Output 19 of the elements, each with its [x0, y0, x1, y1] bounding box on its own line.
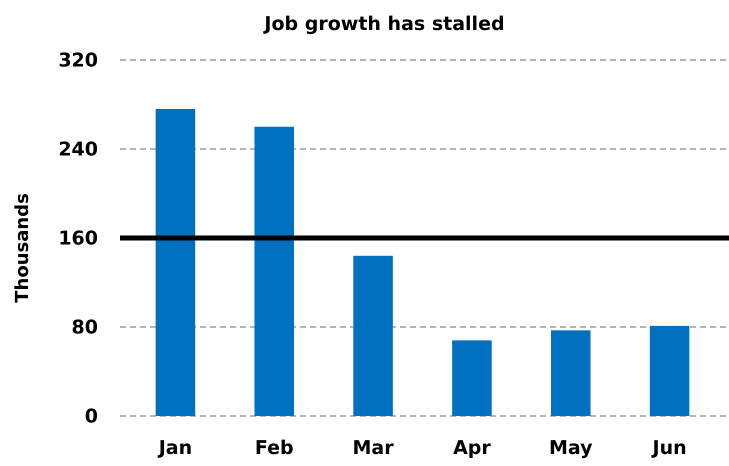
y-axis-title: Thousands: [12, 193, 33, 303]
y-tick-label: 320: [58, 50, 98, 72]
bar: [550, 330, 591, 416]
x-tick-label: Mar: [352, 437, 394, 459]
y-tick-label: 80: [72, 316, 98, 339]
bar: [156, 108, 196, 416]
bar: [353, 256, 393, 416]
bar: [254, 126, 294, 416]
chart-title: Job growth has stalled: [262, 13, 505, 35]
x-tick-label: Jan: [156, 437, 192, 459]
x-tick-label: Jun: [650, 437, 687, 459]
x-tick-label: Apr: [453, 437, 492, 459]
bar: [452, 340, 492, 416]
y-tick-label: 240: [58, 138, 98, 161]
y-tick-label: 0: [84, 406, 98, 428]
y-tick-label: 160: [58, 228, 98, 250]
bar: [650, 326, 690, 416]
x-tick-label: Feb: [254, 437, 294, 459]
x-tick-label: May: [548, 437, 594, 459]
